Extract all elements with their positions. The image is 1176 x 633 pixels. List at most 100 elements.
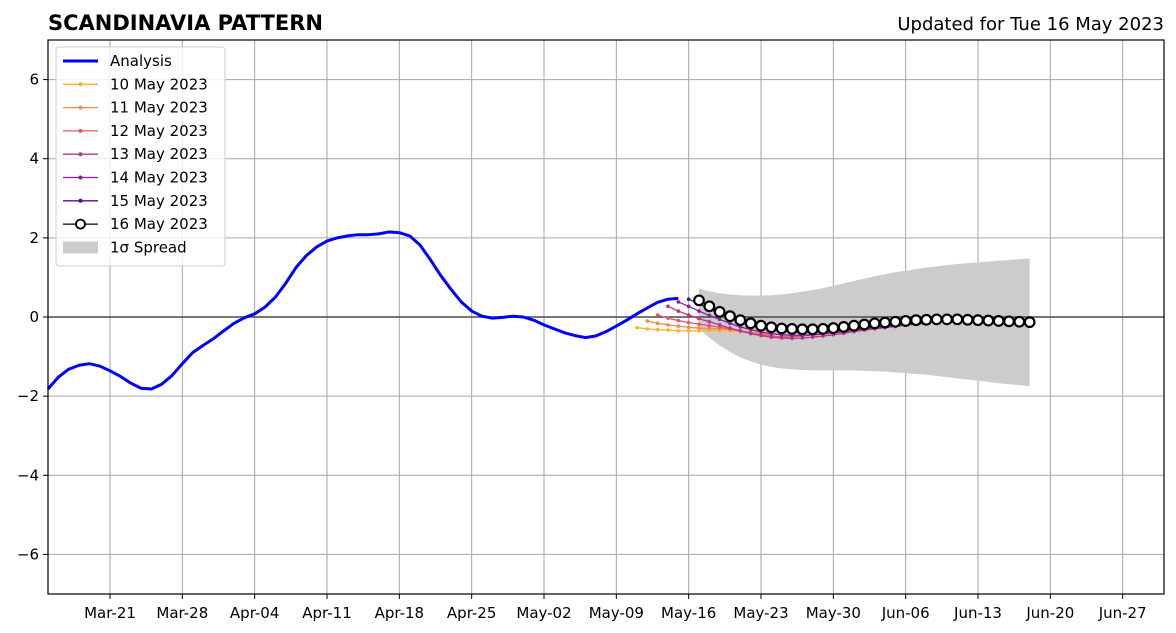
data-point xyxy=(655,321,660,326)
data-point xyxy=(707,313,712,318)
y-tick-label: −6 xyxy=(17,545,39,563)
data-point xyxy=(941,313,953,326)
data-point xyxy=(703,300,716,313)
series-analysis xyxy=(46,230,679,391)
series-forecast-7 xyxy=(693,294,1036,336)
data-point xyxy=(744,317,757,330)
data-point xyxy=(800,336,805,340)
data-point xyxy=(655,327,660,332)
x-tick-label: May-30 xyxy=(806,604,861,622)
x-tick-label: Mar-28 xyxy=(156,604,208,622)
data-point xyxy=(1013,315,1026,328)
data-point xyxy=(765,321,778,334)
legend-label: 15 May 2023 xyxy=(110,192,208,210)
data-point xyxy=(666,328,670,332)
data-point xyxy=(717,323,722,327)
legend-box xyxy=(55,46,226,267)
data-point xyxy=(645,327,650,331)
data-point xyxy=(697,322,701,326)
y-tick-label: 0 xyxy=(29,308,39,326)
data-point xyxy=(951,313,964,326)
legend-label: 1σ Spread xyxy=(110,238,187,256)
chart-title: SCANDINAVIA PATTERN xyxy=(48,11,323,35)
data-point xyxy=(686,304,691,309)
data-point xyxy=(755,319,767,332)
legend-entry: 12 May 2023 xyxy=(63,122,208,140)
x-tick-label: May-02 xyxy=(516,604,571,622)
legend-label: 13 May 2023 xyxy=(110,145,208,163)
legend-entry: 14 May 2023 xyxy=(63,169,208,187)
legend-marker xyxy=(75,218,86,230)
y-tick-label: −4 xyxy=(17,466,39,484)
x-tick-label: Apr-04 xyxy=(230,604,280,622)
data-point xyxy=(693,294,705,307)
data-point xyxy=(655,313,660,317)
data-point xyxy=(910,314,922,327)
data-point xyxy=(827,322,840,334)
data-point xyxy=(697,329,701,333)
legend-entry: 10 May 2023 xyxy=(63,75,208,93)
x-axis-ticks: Mar-21 Mar-28 Apr-04 Apr-11 Apr-18 Apr-25 May-… xyxy=(84,594,1147,622)
data-point xyxy=(868,317,881,330)
data-point xyxy=(676,300,681,304)
data-point xyxy=(717,317,722,322)
data-point xyxy=(738,329,743,333)
legend-entry: 16 May 2023 xyxy=(63,215,208,233)
data-point xyxy=(697,309,701,313)
legend-marker xyxy=(78,82,83,87)
data-point xyxy=(817,322,829,335)
data-point xyxy=(666,316,670,320)
x-tick-label: Jun-13 xyxy=(953,604,1002,622)
legend-entry: Analysis xyxy=(63,52,172,70)
legend-label: 11 May 2023 xyxy=(110,99,208,117)
data-point xyxy=(728,321,732,326)
data-point xyxy=(837,320,850,333)
data-point xyxy=(769,335,774,339)
data-point xyxy=(779,336,784,340)
data-point xyxy=(806,323,819,336)
data-point xyxy=(848,319,860,332)
x-tick-label: Jun-06 xyxy=(881,604,930,622)
y-tick-label: −2 xyxy=(17,387,39,405)
x-tick-label: May-09 xyxy=(589,604,644,622)
legend-swatch xyxy=(63,241,98,254)
data-point xyxy=(889,315,902,328)
data-point xyxy=(982,314,995,327)
data-point xyxy=(899,315,912,327)
data-point xyxy=(686,313,691,317)
data-point xyxy=(759,333,763,338)
data-point xyxy=(961,313,974,326)
data-point xyxy=(707,323,712,328)
legend-marker xyxy=(78,128,83,133)
x-tick-label: Apr-18 xyxy=(375,604,425,622)
data-point xyxy=(858,318,871,331)
data-point xyxy=(666,323,670,327)
legend-label: 12 May 2023 xyxy=(110,122,208,140)
data-point xyxy=(686,297,691,301)
legend-entry: 11 May 2023 xyxy=(63,99,208,117)
data-point xyxy=(972,314,984,327)
x-tick-label: Mar-21 xyxy=(84,604,136,622)
legend-entry: 13 May 2023 xyxy=(63,145,208,163)
legend-marker xyxy=(78,198,83,203)
data-point xyxy=(1003,315,1015,328)
y-axis-ticks: −6 −4 −2 0 2 4 6 xyxy=(17,71,48,563)
y-tick-label: 2 xyxy=(29,229,39,247)
y-tick-label: 4 xyxy=(29,150,39,168)
legend: Analysis 10 May 2023 11 May 2023 12 May 202… xyxy=(55,46,226,267)
data-point xyxy=(790,336,794,341)
x-tick-label: Apr-11 xyxy=(302,604,352,622)
data-point xyxy=(786,322,798,335)
data-point xyxy=(775,322,788,335)
series-layer xyxy=(46,230,1036,391)
legend-marker xyxy=(78,105,83,110)
x-tick-label: May-23 xyxy=(733,604,788,622)
data-point xyxy=(676,329,681,333)
legend-label: 14 May 2023 xyxy=(110,169,208,187)
x-tick-label: Jun-27 xyxy=(1098,604,1147,622)
data-point xyxy=(1023,316,1036,329)
data-point xyxy=(666,304,670,309)
data-point xyxy=(734,314,747,327)
legend-entry: 1σ Spread xyxy=(63,238,187,256)
